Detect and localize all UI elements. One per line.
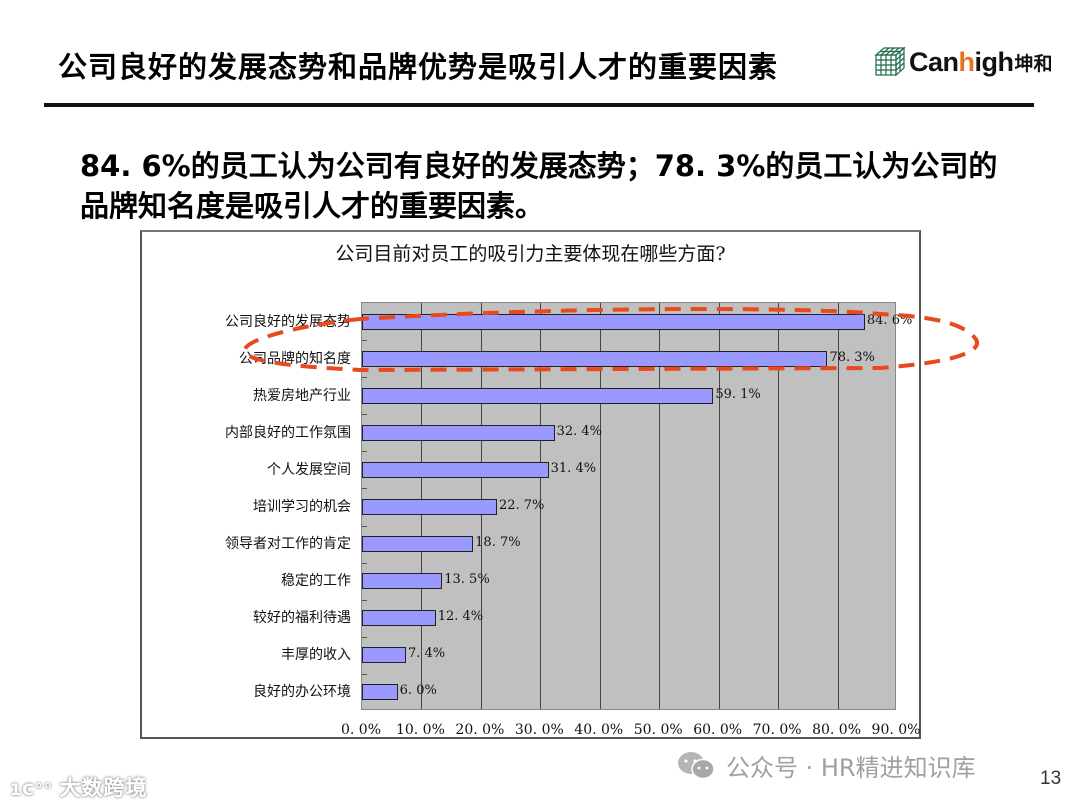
logo-wordmark: Canhigh	[909, 46, 1014, 77]
logo-chinese-name: 坤和	[1014, 52, 1053, 75]
y-axis-tick	[362, 599, 367, 601]
canhigh-logo: Canhigh 坤和	[874, 44, 1053, 80]
category-label: 内部良好的工作氛围	[225, 424, 351, 441]
x-tick-label: 20. 0%	[455, 722, 505, 738]
x-tick-label: 0. 0%	[340, 722, 382, 738]
corner-watermark: 1C°° 大数跨境	[10, 772, 147, 802]
y-axis-tick	[362, 488, 367, 490]
plot-area: 84. 6% 78. 3% 59. 1% 32. 4% 31. 4% 22. 7% 18. …	[361, 302, 912, 710]
bar-value-label: 84. 6%	[866, 312, 913, 328]
category-label: 稳定的工作	[281, 573, 351, 590]
y-axis-tick	[362, 451, 367, 453]
chart-frame: 公司目前对员工的吸引力主要体现在哪些方面? 84. 6% 78. 3% 59. 1%…	[140, 230, 921, 739]
category-label: 较好的福利待遇	[253, 610, 351, 627]
bar	[362, 461, 549, 478]
bar	[362, 387, 714, 404]
y-axis-tick	[362, 525, 367, 527]
corner-watermark-text: 大数跨境	[59, 776, 148, 800]
y-axis-tick	[362, 673, 367, 675]
category-label: 良好的办公环境	[253, 684, 351, 701]
bar	[362, 684, 398, 701]
watermark-text: 公众号 · HR精进知识库	[726, 754, 976, 782]
bar-value-label: 7. 4%	[407, 646, 446, 662]
bar	[362, 610, 436, 627]
x-tick-label: 50. 0%	[633, 722, 683, 738]
wechat-watermark: 公众号 · HR精进知识库	[676, 748, 976, 783]
gridline	[837, 303, 839, 709]
category-label: 热爱房地产行业	[253, 387, 351, 404]
chart-title: 公司目前对员工的吸引力主要体现在哪些方面?	[335, 243, 726, 265]
wechat-icon	[678, 751, 715, 779]
x-tick-label: 30. 0%	[514, 722, 564, 738]
bar-value-label: 18. 7%	[475, 535, 521, 551]
category-label: 领导者对工作的肯定	[225, 536, 351, 553]
x-tick-label: 40. 0%	[574, 722, 624, 738]
logo-1688-icon: 1C°°	[10, 780, 60, 799]
gridline	[778, 303, 780, 709]
category-label: 丰厚的收入	[281, 647, 351, 664]
x-tick-label: 70. 0%	[752, 722, 802, 738]
gridline	[718, 303, 720, 709]
category-label: 公司良好的发展态势	[225, 313, 351, 330]
title-divider	[44, 103, 1034, 107]
bar-value-label: 31. 4%	[550, 460, 597, 476]
category-label: 个人发展空间	[267, 461, 351, 478]
slide-subtitle: 84. 6%的员工认为公司有良好的发展态势；78. 3%的员工认为公司的品牌知名…	[80, 149, 998, 223]
gridline	[599, 303, 601, 709]
category-label: 公司品牌的知名度	[239, 350, 351, 367]
y-axis-tick	[362, 636, 367, 638]
bar	[362, 573, 443, 590]
bar-value-label: 6. 0%	[399, 683, 437, 699]
y-axis-tick	[362, 377, 367, 379]
x-tick-label: 80. 0%	[812, 722, 862, 738]
bar-value-label: 78. 3%	[829, 349, 875, 365]
page-number: 13	[1040, 768, 1062, 789]
bar	[362, 424, 555, 441]
cube-grid-icon	[874, 46, 906, 77]
gridline	[659, 303, 661, 709]
bar-value-label: 12. 4%	[437, 609, 484, 625]
bar	[362, 313, 865, 330]
category-label: 培训学习的机会	[253, 499, 351, 515]
y-axis-tick	[362, 340, 367, 342]
x-tick-label: 90. 0%	[871, 722, 921, 738]
gridline	[540, 303, 542, 709]
bar	[362, 536, 474, 553]
bar-value-label: 13. 5%	[444, 572, 490, 588]
slide-title: 公司良好的发展态势和品牌优势是吸引人才的重要因素	[58, 50, 779, 84]
y-axis-tick	[362, 562, 367, 564]
bar-value-label: 59. 1%	[715, 386, 761, 402]
bar-value-label: 22. 7%	[498, 498, 545, 513]
x-tick-label: 10. 0%	[395, 722, 445, 738]
y-axis-tick	[362, 414, 367, 416]
x-tick-label: 60. 0%	[693, 722, 743, 738]
bar	[362, 647, 406, 664]
bar	[362, 499, 497, 515]
bar-value-label: 32. 4%	[556, 423, 603, 439]
bar	[362, 350, 828, 367]
